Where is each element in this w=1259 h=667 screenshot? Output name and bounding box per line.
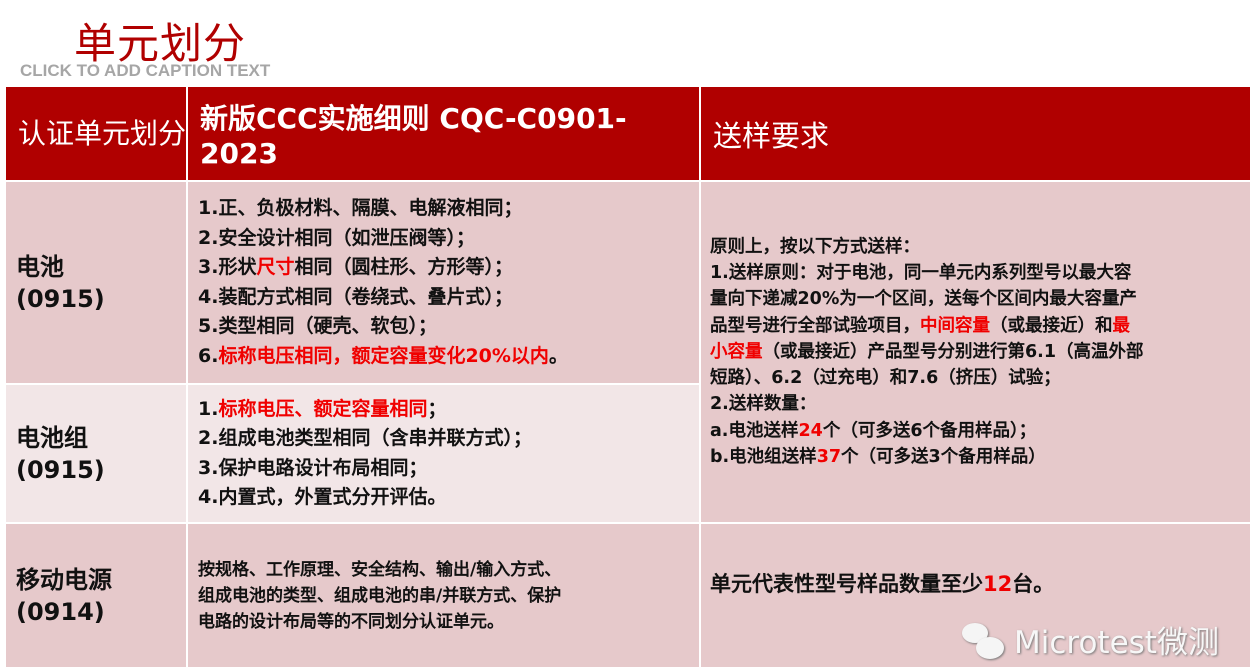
- text-segment: 量向下递减20%为一个区间，送每个区间内最大容量产: [710, 289, 1137, 310]
- text-segment: 原则上，按以下方式送样：: [710, 236, 920, 257]
- text-segment: 按规格、工作原理、安全结构、输出/输入方式、: [198, 559, 562, 580]
- header-rules: 新版CCC实施细则 CQC-C0901-2023: [188, 87, 699, 180]
- text-segment: 相同（圆柱形、方形等）；: [294, 256, 513, 278]
- text-segment: 个（可多送3个备用样品）: [841, 447, 1046, 468]
- text-segment: 3.保护电路设计布局相同；: [198, 456, 428, 479]
- text-line: 电路的设计布局等的不同划分认证单元。: [198, 609, 561, 635]
- text-line: 品型号进行全部试验项目，中间容量（或最接近）和最: [710, 313, 1144, 339]
- highlight-text: 12: [983, 572, 1013, 596]
- text-line: 组成电池的类型、组成电池的串/并联方式、保护: [198, 583, 561, 609]
- text-segment: 品型号进行全部试验项目，: [710, 315, 920, 336]
- text-segment: 5.类型相同（硬壳、软包）；: [198, 315, 437, 337]
- text-line: 4.内置式，外置式分开评估。: [198, 483, 532, 513]
- text-line: 2.组成电池类型相同（含串并联方式）；: [198, 424, 532, 454]
- text-segment: 2.组成电池类型相同（含串并联方式）；: [198, 427, 532, 449]
- text-segment: 2.送样数量：: [710, 394, 817, 415]
- text-segment: 电路的设计布局等的不同划分认证单元。: [198, 611, 504, 632]
- text-segment: 台。: [1012, 572, 1055, 596]
- highlight-text: 小容量: [710, 341, 763, 362]
- sample-battery: 原则上，按以下方式送样： 1.送样原则：对于电池，同一单元内系列型号以最大容 量向下…: [701, 182, 1250, 522]
- text-line: 2.安全设计相同（如泄压阀等）；: [198, 224, 568, 254]
- text-segment: 单元代表性型号样品数量至少: [710, 572, 983, 596]
- unit-code: (0915): [16, 455, 105, 484]
- text-segment: （或最接近）产品型号分别进行第6.1（高温外部: [762, 341, 1144, 362]
- text-line: 5.类型相同（硬壳、软包）；: [198, 312, 568, 342]
- unit-name: 电池组: [16, 423, 88, 452]
- text-segment: （或最接近）和: [990, 315, 1113, 336]
- watermark: Microtest微测: [962, 622, 1219, 664]
- rules-power-bank: 按规格、工作原理、安全结构、输出/输入方式、 组成电池的类型、组成电池的串/并联方…: [188, 524, 699, 667]
- highlight-text: 最: [1112, 315, 1131, 336]
- header-unit: 认证单元划分: [6, 87, 186, 180]
- text-segment: 组成电池的类型、组成电池的串/并联方式、保护: [198, 585, 562, 606]
- highlight-text: 尺寸: [256, 256, 295, 278]
- text-segment: 个（可多送6个备用样品）；: [822, 420, 1037, 441]
- watermark-text: Microtest微测: [1014, 625, 1219, 661]
- unit-battery-pack: 电池组 (0915): [6, 385, 186, 522]
- header-sample: 送样要求: [701, 87, 1250, 180]
- text-line: b.电池组送样37个（可多送3个备用样品）: [710, 444, 1144, 470]
- unit-name: 移动电源: [16, 565, 112, 594]
- highlight-text: 标称电压相同，额定容量变化20%以内: [218, 344, 549, 367]
- caption-placeholder[interactable]: CLICK TO ADD CAPTION TEXT: [20, 61, 271, 80]
- sample-power-bank: 单元代表性型号样品数量至少12台。: [701, 524, 1250, 667]
- unit-code: (0914): [16, 597, 105, 626]
- text-line: 2.送样数量：: [710, 391, 1144, 417]
- text-segment: ；: [427, 397, 447, 420]
- highlight-text: 标称电压、额定容量相同: [218, 397, 428, 420]
- text-segment: 1.送样原则：对于电池，同一单元内系列型号以最大容: [710, 262, 1132, 283]
- rules-battery: 1.正、负极材料、隔膜、电解液相同； 2.安全设计相同（如泄压阀等）； 3.形状尺寸…: [188, 182, 699, 383]
- text-line: 3.形状尺寸相同（圆柱形、方形等）；: [198, 253, 568, 283]
- text-line: 6.标称电压相同，额定容量变化20%以内。: [198, 342, 568, 372]
- highlight-text: 24: [798, 420, 823, 441]
- text-line: 3.保护电路设计布局相同；: [198, 454, 532, 484]
- text-segment: b.电池组送样: [710, 447, 817, 468]
- text-segment: 。: [548, 344, 568, 367]
- text-line: 按规格、工作原理、安全结构、输出/输入方式、: [198, 557, 561, 583]
- text-line: 1.正、负极材料、隔膜、电解液相同；: [198, 194, 568, 224]
- highlight-text: 37: [816, 447, 842, 468]
- unit-name: 电池: [16, 252, 64, 281]
- text-line: a.电池送样24个（可多送6个备用样品）；: [710, 418, 1144, 444]
- text-line: 1.标称电压、额定容量相同；: [198, 395, 532, 425]
- text-segment: a.电池送样: [710, 420, 799, 441]
- text-line: 单元代表性型号样品数量至少12台。: [710, 570, 1054, 598]
- rules-battery-pack: 1.标称电压、额定容量相同； 2.组成电池类型相同（含串并联方式）； 3.保护电路设…: [188, 385, 699, 522]
- text-segment: 3.形状: [198, 256, 257, 278]
- text-segment: 4.内置式，外置式分开评估。: [198, 486, 447, 508]
- unit-battery: 电池 (0915): [6, 182, 186, 383]
- text-line: 短路）、6.2（过充电）和7.6（挤压）试验；: [710, 365, 1144, 391]
- unit-code: (0915): [16, 284, 105, 313]
- text-segment: 2.安全设计相同（如泄压阀等）；: [198, 226, 475, 249]
- text-line: 1.送样原则：对于电池，同一单元内系列型号以最大容: [710, 260, 1144, 286]
- text-line: 量向下递减20%为一个区间，送每个区间内最大容量产: [710, 286, 1144, 312]
- text-segment: 1.正、负极材料、隔膜、电解液相同；: [198, 197, 523, 219]
- slide-title: 单元划分: [74, 19, 247, 68]
- text-line: 原则上，按以下方式送样：: [710, 234, 1144, 260]
- text-line: 小容量（或最接近）产品型号分别进行第6.1（高温外部: [710, 339, 1144, 365]
- wechat-icon: [962, 623, 1008, 663]
- text-segment: 1.: [198, 397, 219, 420]
- highlight-text: 中间容量: [920, 315, 990, 336]
- text-segment: 4.装配方式相同（卷绕式、叠片式）；: [198, 285, 513, 308]
- text-line: 4.装配方式相同（卷绕式、叠片式）；: [198, 283, 568, 313]
- text-segment: 短路）、6.2（过充电）和7.6（挤压）试验；: [710, 368, 1061, 389]
- unit-power-bank: 移动电源 (0914): [6, 524, 186, 667]
- text-segment: 6.: [198, 344, 219, 367]
